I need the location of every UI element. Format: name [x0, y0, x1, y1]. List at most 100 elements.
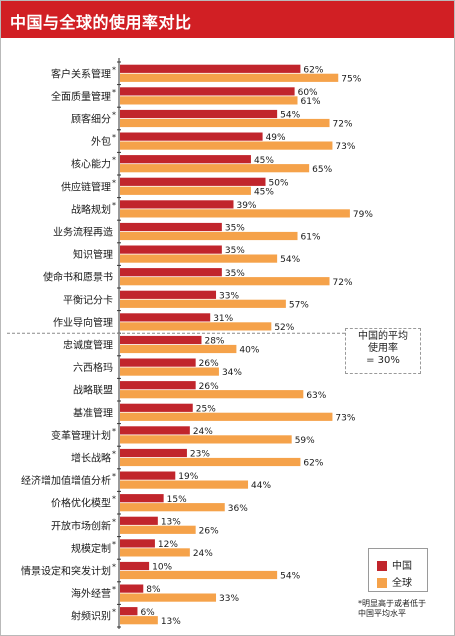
bar-china — [120, 471, 176, 480]
category-label: 使命书和愿景书 — [43, 271, 113, 284]
data-label-global: 44% — [251, 481, 271, 491]
bar-china — [120, 358, 196, 367]
bar-global — [120, 503, 225, 512]
data-label-china: 62% — [303, 65, 323, 75]
significance-star: * — [112, 133, 116, 142]
data-label-china: 6% — [140, 608, 155, 618]
bar-global — [120, 390, 304, 399]
category-label: 增长战略 — [71, 452, 111, 465]
average-box-line-3: = 30% — [366, 355, 400, 366]
category-label: 平衡记分卡 — [63, 293, 113, 306]
data-label-china: 13% — [161, 517, 181, 527]
data-label-global: 73% — [335, 413, 355, 423]
bar-china — [120, 607, 138, 616]
data-label-china: 35% — [225, 224, 245, 234]
data-label-global: 26% — [199, 526, 219, 536]
category-label: 业务流程再造 — [53, 226, 113, 239]
bar-china — [120, 268, 222, 277]
significance-star: * — [112, 563, 116, 572]
legend-item-china: 中国 — [377, 557, 412, 572]
data-label-global: 59% — [295, 436, 315, 446]
data-label-global: 73% — [335, 142, 355, 152]
data-label-china: 25% — [196, 404, 216, 414]
bar-global — [120, 231, 298, 241]
significance-star: * — [112, 427, 116, 436]
average-usage-box: 中国的平均 使用率 = 30% — [345, 328, 421, 374]
data-label-china: 10% — [152, 563, 172, 573]
bar-global — [120, 480, 249, 489]
bar-china — [120, 109, 278, 119]
category-label: 变革管理计划 — [51, 429, 111, 442]
data-label-global: 61% — [301, 233, 321, 243]
data-label-china: 39% — [236, 201, 256, 211]
bar-china — [120, 494, 164, 503]
bar-china — [120, 448, 187, 458]
category-label: 供应链管理 — [61, 180, 111, 193]
average-box-line-1: 中国的平均 — [358, 331, 408, 342]
category-label: 外包 — [91, 135, 111, 148]
data-label-china: 50% — [269, 178, 289, 188]
bar-china — [120, 155, 251, 164]
significance-star: * — [112, 201, 116, 210]
legend-item-global: 全球 — [377, 574, 412, 589]
category-label: 六西格玛 — [73, 361, 113, 374]
bar-china — [120, 290, 217, 299]
bar-global — [120, 412, 333, 421]
data-label-china: 45% — [254, 156, 274, 166]
data-label-global: 75% — [341, 74, 361, 84]
data-label-china: 26% — [199, 359, 219, 369]
data-label-china: 8% — [146, 585, 161, 595]
bar-global — [120, 322, 272, 331]
data-label-china: 35% — [225, 246, 245, 256]
category-label: 知识管理 — [73, 248, 113, 261]
page-title: 中国与全球的使用率对比 — [10, 13, 192, 32]
data-label-global: 40% — [239, 346, 259, 356]
data-label-china: 28% — [204, 337, 224, 347]
bar-global — [120, 96, 298, 105]
bar-global — [120, 570, 278, 580]
bar-global — [120, 299, 286, 308]
data-label-global: 72% — [333, 120, 353, 130]
bar-china — [120, 222, 222, 232]
category-label: 射频识别 — [71, 610, 111, 623]
bar-chart: 客户关系管理 * 62%75%全面质量管理 * 60%61%顾客细分 * 54%72%外包 *… — [7, 58, 373, 629]
data-label-global: 54% — [280, 255, 300, 265]
legend-label-china: 中国 — [392, 561, 412, 572]
bar-china — [120, 64, 301, 73]
data-label-global: 34% — [222, 368, 242, 378]
category-label: 战略联盟 — [73, 384, 113, 397]
category-label: 情景设定和突发计划 — [21, 565, 111, 578]
footnote: *明显高于或者低于 中国平均水平 — [358, 599, 448, 619]
significance-star: * — [112, 156, 116, 165]
bar-china — [120, 539, 155, 548]
bar-global — [120, 435, 292, 444]
bar-china — [120, 381, 196, 390]
significance-star: * — [112, 495, 116, 504]
category-label: 经济增加值增值分析 — [21, 474, 111, 487]
bar-global — [120, 141, 333, 150]
data-label-china: 35% — [225, 269, 245, 279]
data-label-global: 36% — [228, 504, 248, 514]
data-label-china: 54% — [280, 111, 300, 121]
data-label-global: 62% — [303, 459, 323, 469]
bar-global — [120, 73, 339, 82]
category-label: 客户关系管理 — [51, 67, 111, 80]
data-label-global: 52% — [274, 323, 294, 333]
footnote-line-1: *明显高于或者低于 — [358, 599, 426, 608]
data-label-global: 65% — [312, 165, 332, 175]
significance-star: * — [112, 65, 116, 74]
bar-china — [120, 426, 190, 435]
significance-star: * — [112, 450, 116, 459]
bar-china — [120, 403, 193, 412]
data-label-global: 57% — [289, 300, 309, 310]
data-label-global: 72% — [333, 278, 353, 288]
legend-swatch-china — [377, 561, 387, 571]
bar-china — [120, 132, 263, 141]
bar-global — [120, 254, 278, 263]
bar-china — [120, 516, 158, 525]
bar-global — [120, 548, 190, 557]
data-label-china: 23% — [190, 450, 210, 460]
bar-global — [120, 616, 158, 625]
category-label: 战略规划 — [71, 203, 111, 216]
